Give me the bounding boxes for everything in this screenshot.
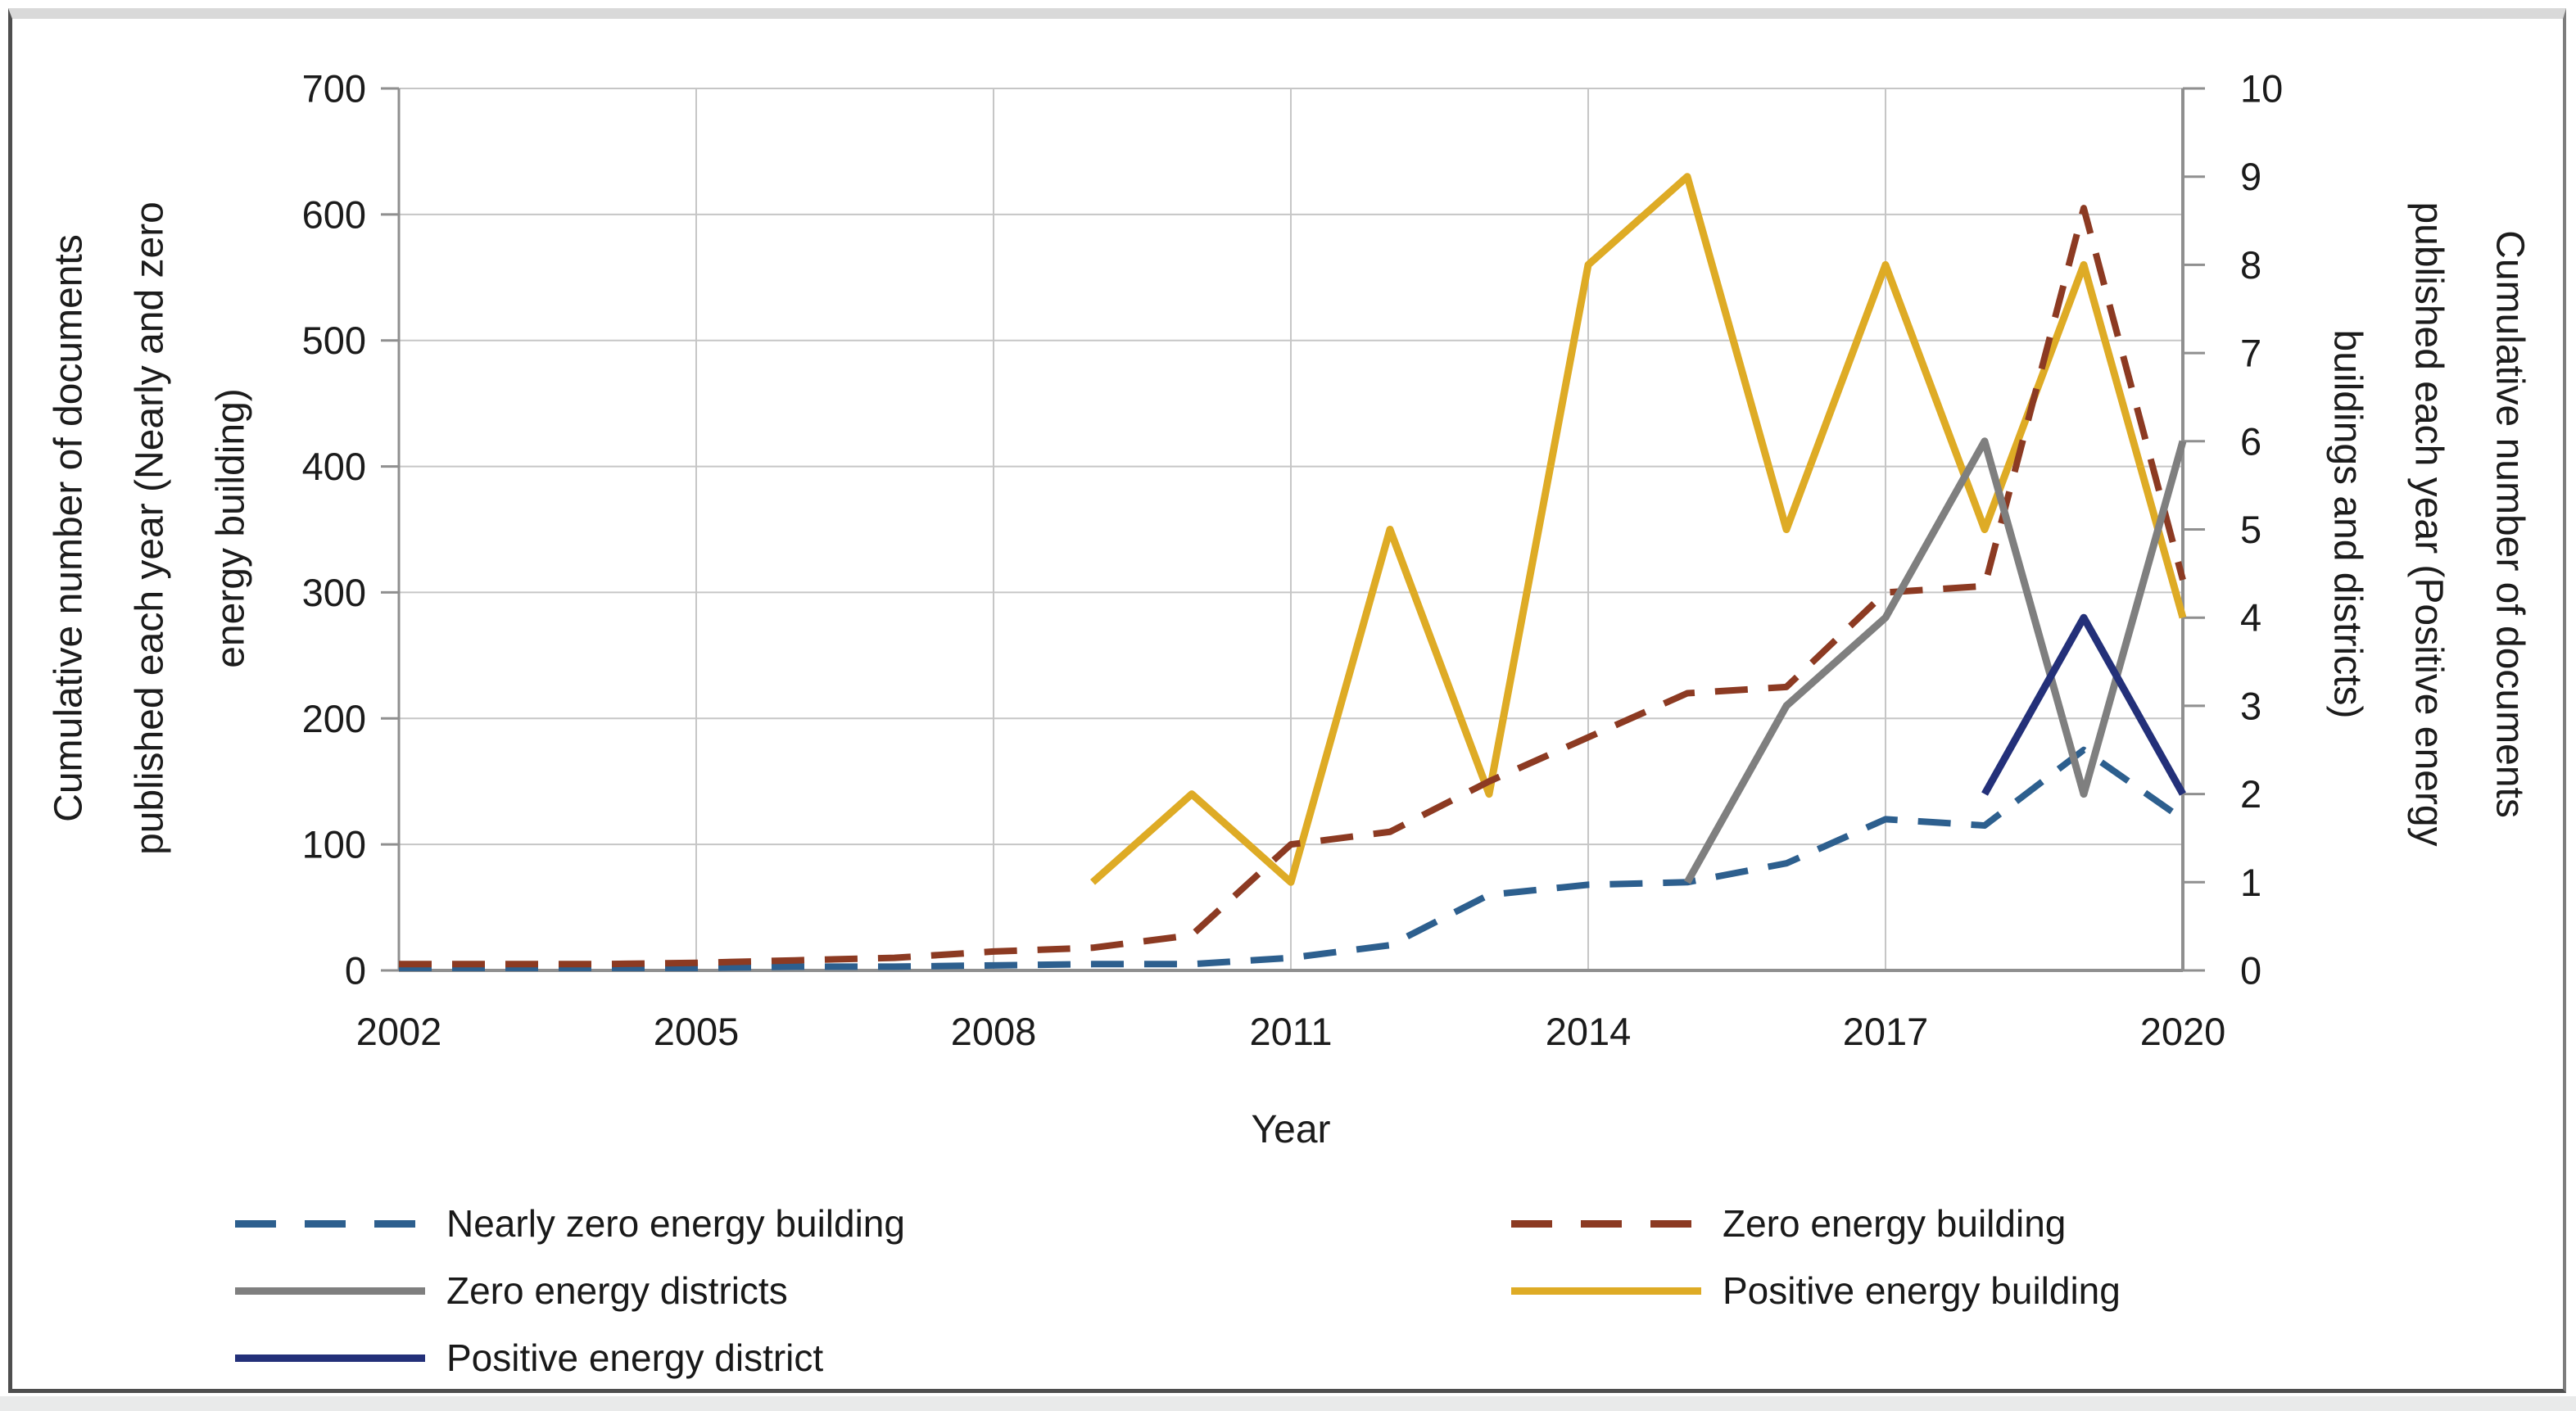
legend-label: Zero energy building — [1723, 1202, 2067, 1245]
right-axis-tick-label: 9 — [2240, 155, 2261, 198]
legend-label: Zero energy districts — [446, 1269, 788, 1312]
x-axis-tick-label: 2002 — [356, 1010, 442, 1053]
legend-key-solid-yellow-icon — [1511, 1287, 1701, 1295]
x-axis-title: Year — [1251, 1108, 1331, 1151]
series-line-nearly-zero-energy-building — [399, 746, 2185, 971]
left-axis-tick-label: 600 — [302, 192, 366, 236]
legend-item-zero-energy-building: Zero energy building — [1511, 1202, 2066, 1245]
x-axis-tick-label: 2005 — [654, 1010, 740, 1053]
x-axis-tick-label: 2017 — [1843, 1010, 1929, 1053]
series-line-positive-energy-district — [1981, 613, 2186, 796]
left-axis-tick-label: 400 — [302, 445, 366, 488]
series-line-zero-energy-districts — [1684, 437, 2187, 884]
right-axis-tick-label: 2 — [2240, 772, 2261, 816]
right-axis-tick-label: 3 — [2240, 684, 2261, 727]
left-axis-tick-label: 200 — [302, 697, 366, 740]
right-axis-tick-label: 6 — [2240, 419, 2261, 463]
left-axis-tick-label: 700 — [302, 67, 366, 111]
left-axis-tick-label: 300 — [302, 571, 366, 614]
series-line-zero-energy-building — [399, 205, 2186, 968]
legend-item-positive-energy-building: Positive energy building — [1511, 1269, 2121, 1312]
legend-label: Positive energy building — [1723, 1269, 2121, 1312]
right-axis-tick-label: 5 — [2240, 508, 2261, 551]
right-axis-tick-label: 7 — [2240, 332, 2261, 375]
x-axis-tick-label: 2020 — [2140, 1010, 2226, 1053]
x-axis-tick-label: 2011 — [1249, 1010, 1332, 1053]
left-axis-tick-label: 0 — [345, 949, 366, 993]
legend-label: Positive energy district — [446, 1336, 824, 1379]
legend-key-solid-gray-icon — [235, 1287, 425, 1295]
right-axis-tick-label: 4 — [2240, 596, 2261, 640]
legend-key-dashed-red-icon — [1511, 1219, 1701, 1228]
legend-label: Nearly zero energy building — [446, 1202, 905, 1245]
right-axis-title: Cumulative number of documents published… — [2325, 201, 2532, 847]
left-axis-tick-label: 500 — [302, 319, 366, 362]
right-axis-tick-label: 10 — [2240, 67, 2283, 111]
x-axis-tick-label: 2008 — [951, 1010, 1037, 1053]
bottom-edge-strip — [0, 1396, 2576, 1411]
legend-item-positive-energy-district: Positive energy district — [235, 1336, 823, 1379]
legend-key-solid-navy-icon — [235, 1354, 425, 1362]
left-axis-title: Cumulative number of documents published… — [47, 201, 253, 855]
x-axis-tick-label: 2014 — [1546, 1010, 1632, 1053]
legend-item-zero-energy-districts: Zero energy districts — [235, 1269, 788, 1312]
right-axis-tick-label: 8 — [2240, 243, 2261, 287]
left-axis-tick-label: 100 — [302, 823, 366, 866]
right-axis-tick-label: 1 — [2240, 861, 2261, 904]
legend-key-dashed-blue-icon — [235, 1219, 425, 1228]
series-line-positive-energy-building — [1090, 173, 2187, 886]
legend-item-nearly-zero-energy-building: Nearly zero energy building — [235, 1202, 905, 1245]
right-axis-tick-label: 0 — [2240, 949, 2261, 993]
